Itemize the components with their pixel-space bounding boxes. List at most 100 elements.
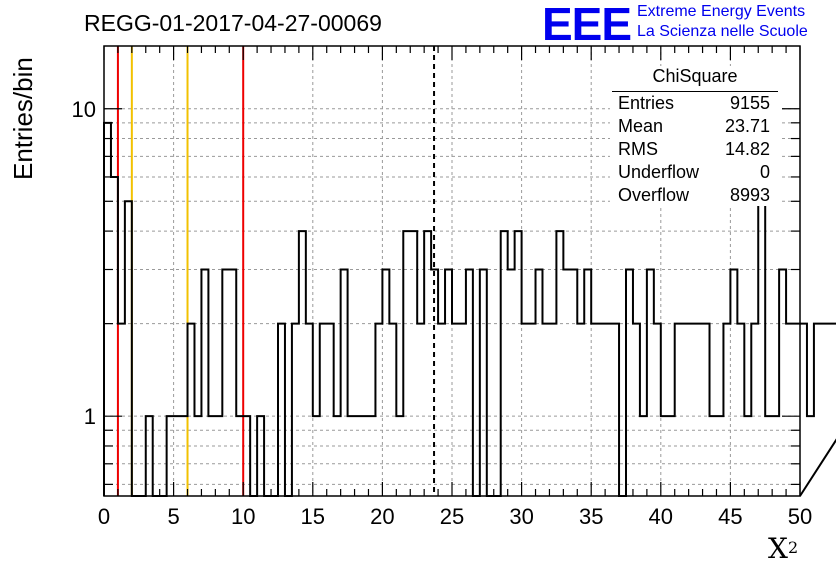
stats-title: ChiSquare xyxy=(652,66,738,86)
histogram-bin xyxy=(501,231,508,496)
y-axis-label: Entries/bin xyxy=(8,57,38,180)
brand-line-2: La Scienza nelle Scuole xyxy=(637,23,808,40)
brand-line-1: Extreme Energy Events xyxy=(637,3,806,20)
histogram-bin xyxy=(689,324,696,496)
histogram-bin xyxy=(382,269,389,496)
histogram-bin xyxy=(556,231,563,496)
histogram-bin xyxy=(222,269,229,496)
histogram-bin xyxy=(125,201,132,496)
histogram-bin xyxy=(696,324,703,496)
histogram-bin xyxy=(786,324,793,496)
histogram-bin xyxy=(779,269,786,496)
stats-row-mean: Mean 23.71 xyxy=(618,116,770,136)
histogram-bin xyxy=(229,269,236,496)
histogram-bin xyxy=(257,416,264,496)
histogram-bin xyxy=(654,324,661,496)
histogram-bin xyxy=(821,324,828,496)
histogram-bin xyxy=(675,324,682,496)
x-tick-label: 0 xyxy=(98,504,110,529)
histogram-bin xyxy=(355,416,362,496)
histogram-bin xyxy=(682,324,689,496)
histogram-bin xyxy=(292,324,299,496)
x-tick-label: 40 xyxy=(649,504,673,529)
x-tick-label: 5 xyxy=(167,504,179,529)
histogram-bin xyxy=(278,324,285,496)
histogram-bin xyxy=(814,324,821,496)
histogram-bin xyxy=(744,416,751,496)
histogram-bin xyxy=(800,324,807,496)
x-tick-label: 45 xyxy=(718,504,742,529)
histogram-bin xyxy=(737,324,744,496)
axes: 0 5 10 15 20 25 30 35 40 45 50 1 10 xyxy=(72,45,812,529)
histogram-bin xyxy=(111,177,118,496)
histogram-bin xyxy=(306,324,313,496)
histogram-bin xyxy=(438,324,445,496)
histogram-bin xyxy=(341,269,348,496)
histogram-bin xyxy=(181,416,188,496)
x-tick-label: 50 xyxy=(788,504,812,529)
histogram-bin xyxy=(723,324,730,496)
histogram-bin xyxy=(417,324,424,496)
histogram-bin xyxy=(396,416,403,496)
histogram-bin xyxy=(431,269,438,496)
histogram-bin xyxy=(640,416,647,496)
x-tick-label: 25 xyxy=(440,504,464,529)
histogram-bin xyxy=(459,324,466,496)
stats-divider xyxy=(612,91,778,92)
histogram-bin xyxy=(591,324,598,496)
histogram-bin xyxy=(174,416,181,496)
eee-logo: EEE xyxy=(542,0,632,50)
histogram-bin xyxy=(201,269,208,496)
stats-row-entries: Entries 9155 xyxy=(618,93,770,113)
histogram-bin xyxy=(549,324,556,496)
histogram-bin xyxy=(626,269,633,496)
histogram-bin xyxy=(793,324,800,496)
histogram-bin xyxy=(389,324,396,496)
histogram-bin xyxy=(424,231,431,496)
stats-box: ChiSquare Entries 9155 Mean 23.71 RMS 14.82… xyxy=(610,66,780,206)
histogram-bin xyxy=(598,324,605,496)
histogram-bin xyxy=(236,416,243,496)
histogram-bin xyxy=(362,416,369,496)
x-tick-label: 15 xyxy=(301,504,325,529)
histogram-bin xyxy=(758,201,765,496)
histogram-bin xyxy=(647,269,654,496)
histogram-bin xyxy=(243,416,250,496)
histogram-bin xyxy=(529,324,536,496)
histogram-bin xyxy=(194,416,201,496)
histogram-bin xyxy=(772,416,779,496)
histogram-bin xyxy=(480,269,487,496)
histogram-bin xyxy=(584,269,591,496)
histogram-bin xyxy=(542,324,549,496)
histogram-bin xyxy=(375,324,382,496)
histogram-bin xyxy=(334,416,341,496)
histogram-bin xyxy=(327,324,334,496)
histogram-bin xyxy=(661,416,668,496)
histogram-bin xyxy=(208,416,215,496)
histogram-bin xyxy=(570,269,577,496)
histogram-bin xyxy=(299,231,306,496)
histogram-bin xyxy=(563,269,570,496)
histogram-bin xyxy=(751,324,758,496)
stats-row-underflow: Underflow 0 xyxy=(618,162,770,182)
histogram-bin xyxy=(403,231,410,496)
histogram-bin xyxy=(466,269,473,496)
histogram-bin xyxy=(828,324,835,496)
histogram-bin xyxy=(730,269,737,496)
histogram-bin xyxy=(765,416,772,496)
run-title: REGG-01-2017-04-27-00069 xyxy=(84,10,382,36)
histogram-bin xyxy=(633,324,640,496)
histogram-bin xyxy=(118,324,125,496)
x-tick-label: 20 xyxy=(370,504,394,529)
histogram-bin xyxy=(146,416,153,496)
histogram-bin xyxy=(710,416,717,496)
histogram-bin xyxy=(536,269,543,496)
histogram-bin xyxy=(320,324,327,496)
histogram-bin xyxy=(577,324,584,496)
y-tick-label: 10 xyxy=(72,97,96,122)
histogram-bin xyxy=(668,416,675,496)
histogram-bin xyxy=(703,324,710,496)
histogram-bin xyxy=(452,324,459,496)
histogram-bin xyxy=(104,123,111,496)
